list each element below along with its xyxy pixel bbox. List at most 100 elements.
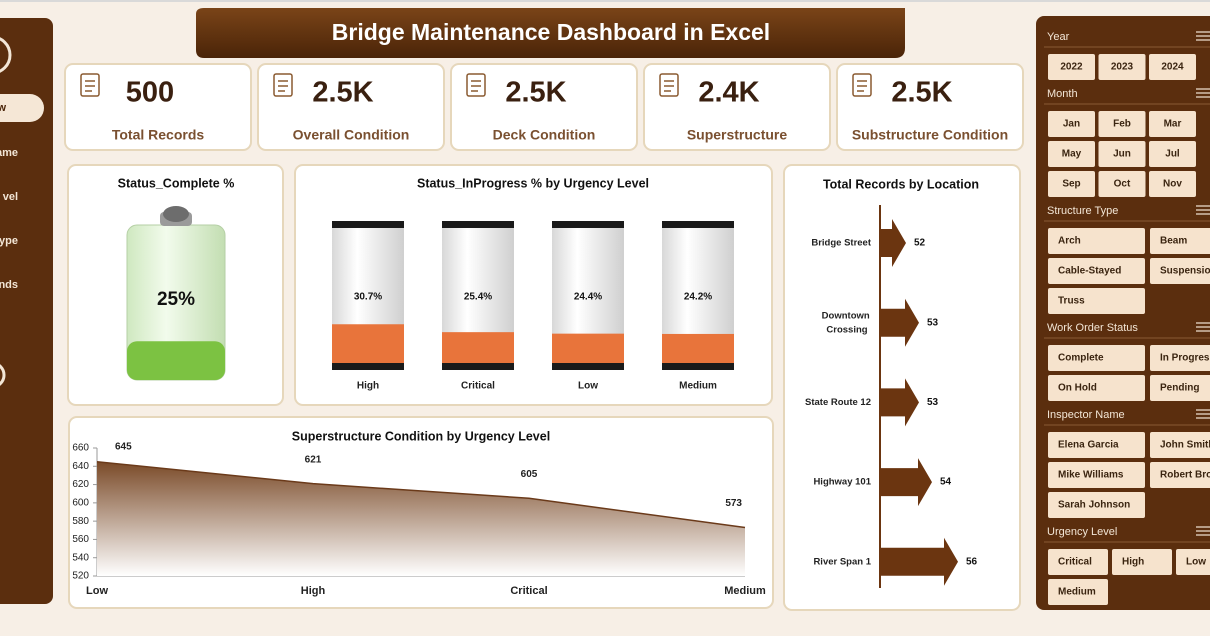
slicer-title: Inspector Name [1047,409,1125,421]
x-tick-label: High [357,381,379,392]
slicer-item[interactable]: Complete [1058,353,1104,364]
slicer-item[interactable]: Arch [1058,236,1081,247]
slicer-item[interactable]: Jan [1063,119,1080,130]
slicer-button[interactable] [1048,345,1145,371]
slicer-item[interactable]: 2024 [1161,62,1184,73]
slicer-item[interactable]: Robert Brow [1160,470,1210,481]
slicer-item[interactable]: Jul [1165,149,1180,160]
kpi-card [643,63,831,151]
slicer-button[interactable] [1048,492,1145,518]
slicer-button[interactable] [1048,432,1145,458]
slicer-button[interactable] [1048,549,1108,575]
slicer-item[interactable]: Sep [1062,179,1080,190]
slicer-item[interactable]: In Progress [1160,353,1210,364]
dashboard-title: Bridge Maintenance Dashboard in Excel [332,19,770,45]
nav-panel [0,18,53,604]
value-label: 30.7% [354,292,382,303]
slicer-button[interactable] [1048,579,1108,605]
slicer-button[interactable] [1150,375,1210,401]
slicer-button[interactable] [1098,54,1146,80]
chart-title: Superstructure Condition by Urgency Leve… [292,429,550,443]
slicer-button[interactable] [1048,54,1095,80]
area [97,461,745,576]
slicer-item[interactable]: Low [1186,557,1206,568]
slicer-item[interactable]: Beam [1160,236,1187,247]
y-tick-label: Bridge Street [811,238,871,249]
slicer-item[interactable]: Truss [1058,296,1085,307]
slicer-button[interactable] [1150,258,1210,284]
header-bar [196,8,905,58]
slicer-button[interactable] [1048,111,1095,137]
nav-item[interactable]: vel [3,191,18,203]
slicer-item[interactable]: Jun [1113,149,1131,160]
slicer-button[interactable] [1150,345,1210,371]
panel [294,164,773,406]
slicer-item[interactable]: Elena Garcia [1058,440,1119,451]
slicer-button[interactable] [1048,258,1145,284]
slicer-button[interactable] [1112,549,1172,575]
slicer-button[interactable] [1149,171,1196,197]
slicer-button[interactable] [1149,111,1196,137]
kpi-value: 500 [126,77,174,109]
slicer-item[interactable]: Cable-Stayed [1058,266,1121,277]
slicer-item[interactable]: Critical [1058,557,1092,568]
slicer-button[interactable] [1048,228,1145,254]
kpi-label: Overall Condition [293,127,410,143]
line [96,460,746,529]
slicer-button[interactable] [1176,549,1210,575]
slicer-item[interactable]: 2023 [1111,62,1134,73]
kpi-icon [273,73,293,97]
slicer-button[interactable] [1098,111,1146,137]
slicer-item[interactable]: Nov [1163,179,1182,190]
slicer-item[interactable]: Mike Williams [1058,470,1124,481]
slicer-title: Work Order Status [1047,322,1138,334]
nav-active-pill [0,94,44,122]
nav-item[interactable]: ype [0,235,18,247]
slicer-button[interactable] [1149,54,1196,80]
cylinder-rim [332,363,404,370]
kpi-card [257,63,445,151]
slicer-button[interactable] [1048,462,1145,488]
slicer-button[interactable] [1048,171,1095,197]
slicer-item[interactable]: May [1062,149,1082,160]
panel [783,164,1021,611]
slicer-item[interactable]: Oct [1114,179,1131,190]
slicer-button[interactable] [1048,288,1145,314]
slicer-item[interactable]: Suspension [1160,266,1210,277]
slicer-button[interactable] [1048,141,1095,167]
nav-item[interactable]: ame [0,147,18,159]
icon-shape [852,73,872,97]
slicer-item[interactable]: Mar [1164,119,1182,130]
slicer-button[interactable] [1098,141,1146,167]
kpi-value: 2.5K [312,77,373,109]
slicer-button[interactable] [1150,228,1210,254]
value-label: 53 [927,317,939,328]
slicer-button[interactable] [1098,171,1146,197]
top-border [0,0,1210,2]
slicer-item[interactable]: John Smith [1160,440,1210,451]
nav-item[interactable]: nds [0,279,18,291]
chart-title: Status_InProgress % by Urgency Level [417,176,649,190]
value-label: 54 [940,477,952,488]
slicer-title: Urgency Level [1047,526,1117,538]
slicer-button[interactable] [1048,375,1145,401]
x-tick-label: Low [86,585,108,597]
kpi-value: 2.4K [698,77,759,109]
slicer-button[interactable] [1150,462,1210,488]
slicer-button[interactable] [1150,432,1210,458]
slicer-item[interactable]: High [1122,557,1144,568]
y-tick-label: 540 [72,552,89,563]
nav-item[interactable]: w [0,102,6,114]
slicer-item[interactable]: Sarah Johnson [1058,500,1130,511]
slicer-item[interactable]: 2022 [1060,62,1083,73]
slicer-item[interactable]: Medium [1058,587,1096,598]
cylinder-rim [662,363,734,370]
value-label: 24.4% [574,292,602,303]
slicer-button[interactable] [1149,141,1196,167]
x-tick-label: Critical [510,585,547,597]
value-label: 24.2% [684,292,712,303]
slicer-item[interactable]: Pending [1160,383,1199,394]
slicer-item[interactable]: Feb [1113,119,1131,130]
slicer-item[interactable]: On Hold [1058,383,1097,394]
